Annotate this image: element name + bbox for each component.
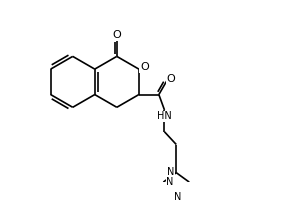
Text: N: N (167, 167, 175, 177)
Text: O: O (140, 62, 149, 72)
Text: O: O (112, 30, 121, 40)
Text: N: N (174, 192, 182, 200)
Text: HN: HN (157, 111, 172, 121)
Text: O: O (167, 74, 176, 84)
Text: N: N (166, 177, 173, 187)
